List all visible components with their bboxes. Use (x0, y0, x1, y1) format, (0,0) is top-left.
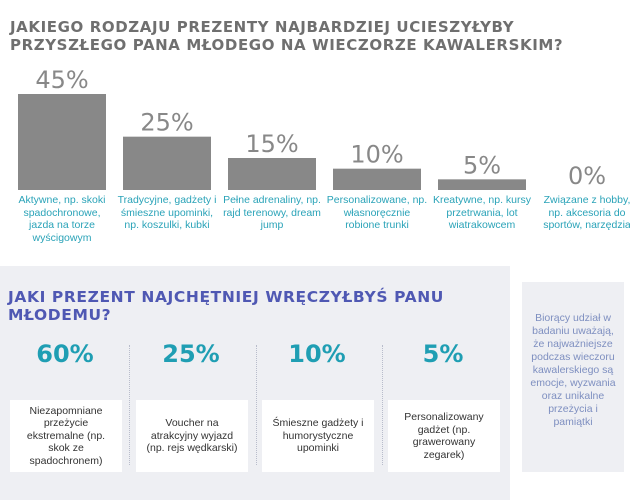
category-label: Pełne adrenaliny, np. rajd terenowy, dre… (223, 194, 321, 231)
answer-percent: 25% (162, 340, 220, 368)
answer-item: 10% Śmieszne gadżety i humorystyczne upo… (262, 330, 382, 480)
answer-item: 60% Niezapomniane przeżycie ekstremalne … (10, 330, 130, 480)
category-label: Personalizowane, np. własnoręcznie robio… (326, 194, 428, 231)
answer-box: Personalizowany gadżet (np. grawerowany … (388, 400, 500, 472)
chart-title: Jakiego rodzaju prezenty najbardziej uci… (10, 18, 564, 54)
bar-value-label: 10% (350, 141, 403, 169)
bar (438, 179, 526, 190)
answer-label: Voucher na atrakcyjny wyjazd (np. rejs w… (146, 417, 238, 455)
bar-value-label: 45% (35, 66, 88, 94)
answer-item: 25% Voucher na atrakcyjny wyjazd (np. re… (136, 330, 256, 480)
answer-item: 5% Personalizowany gadżet (np. grawerowa… (388, 330, 508, 480)
answer-label: Personalizowany gadżet (np. grawerowany … (404, 411, 484, 461)
divider (382, 345, 384, 465)
bar-value-label: 25% (140, 109, 193, 137)
summary-note: Biorący udział w badaniu uważają, że naj… (522, 282, 624, 472)
bar (123, 136, 211, 190)
question-title: Jaki prezent najchętniej wręczyłbyś panu… (8, 288, 444, 324)
bar (228, 158, 316, 190)
answer-box: Niezapomniane przeżycie ekstremalne (np.… (10, 400, 122, 472)
category-label: Aktywne, np. skoki spadochronowe, jazda … (18, 194, 106, 244)
bar (333, 168, 421, 190)
summary-text: Biorący udział w badaniu uważają, że naj… (530, 312, 616, 428)
bar (18, 94, 106, 190)
bar-value-label: 0% (568, 162, 606, 190)
answer-percent: 60% (36, 340, 94, 368)
divider (129, 345, 131, 465)
answer-label: Śmieszne gadżety i humorystyczne upomink… (272, 417, 364, 455)
bar-value-label: 15% (245, 130, 298, 158)
answer-box: Voucher na atrakcyjny wyjazd (np. rejs w… (136, 400, 248, 472)
bar-value-label: 5% (463, 151, 501, 179)
category-label: Związane z hobby, np. akcesoria do sport… (543, 194, 630, 231)
category-label: Tradycyjne, gadżety i śmieszne upominki,… (117, 194, 217, 231)
answer-percent: 5% (422, 340, 464, 368)
answer-box: Śmieszne gadżety i humorystyczne upomink… (262, 400, 374, 472)
answer-percent: 10% (288, 340, 346, 368)
divider (256, 345, 258, 465)
bar-chart: 45% 25% 15% 10% 5% 0% (18, 66, 606, 190)
category-label: Kreatywne, np. kursy przetrwania, lot wi… (432, 194, 532, 231)
answer-label: Niezapomniane przeżycie ekstremalne (np.… (26, 404, 106, 467)
